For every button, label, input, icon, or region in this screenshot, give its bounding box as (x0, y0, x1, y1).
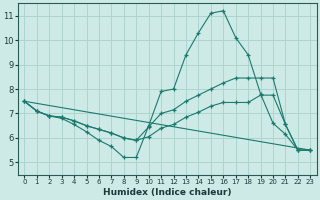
X-axis label: Humidex (Indice chaleur): Humidex (Indice chaleur) (103, 188, 232, 197)
